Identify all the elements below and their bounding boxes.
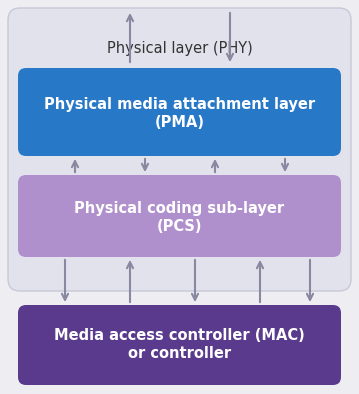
Text: (PMA): (PMA) xyxy=(154,115,205,130)
Text: (PCS): (PCS) xyxy=(157,219,202,234)
FancyBboxPatch shape xyxy=(18,68,341,156)
Text: Media access controller (MAC): Media access controller (MAC) xyxy=(54,329,305,344)
FancyBboxPatch shape xyxy=(18,175,341,257)
Text: Physical coding sub-layer: Physical coding sub-layer xyxy=(74,201,285,216)
FancyBboxPatch shape xyxy=(8,8,351,291)
Text: Physical media attachment layer: Physical media attachment layer xyxy=(44,97,315,112)
FancyBboxPatch shape xyxy=(18,305,341,385)
Text: Physical layer (PHY): Physical layer (PHY) xyxy=(107,41,252,56)
Text: or controller: or controller xyxy=(128,346,231,362)
